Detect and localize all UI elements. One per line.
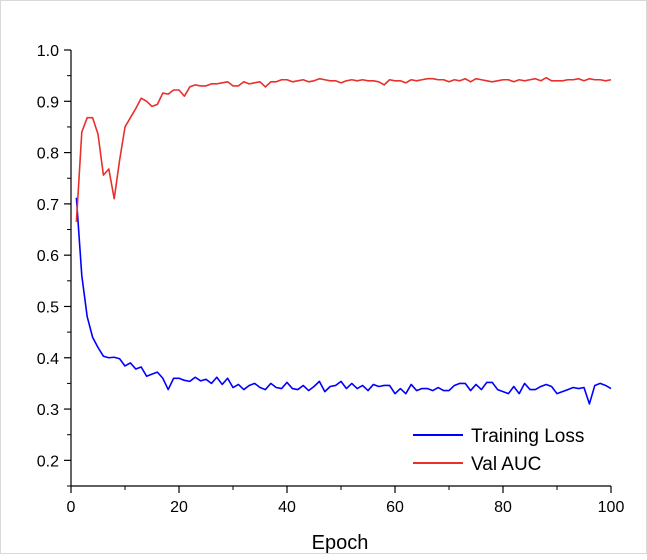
x-axis-title: Epoch bbox=[312, 532, 369, 554]
legend: Training Loss Val AUC bbox=[413, 426, 584, 475]
y-tick-label: 0.4 bbox=[37, 351, 59, 368]
y-tick-label: 0.9 bbox=[37, 94, 59, 111]
y-tick-label: 0.5 bbox=[37, 299, 59, 316]
ticks-layer: 0.2 0.3 0.4 0.5 0.6 0.7 0.8 0.9 1.0 0 20 40 60 80 100 bbox=[37, 43, 625, 516]
series-line-val-auc bbox=[75, 76, 612, 222]
y-tick-label: 0.8 bbox=[37, 146, 59, 163]
legend-label-training-loss: Training Loss bbox=[471, 426, 584, 447]
x-tick-label: 40 bbox=[278, 499, 296, 516]
x-tick-label: 100 bbox=[598, 499, 625, 516]
y-tick-label: 1.0 bbox=[37, 43, 59, 60]
y-tick-label: 0.6 bbox=[37, 248, 59, 265]
series-line-training-loss bbox=[75, 197, 612, 405]
axes-layer bbox=[70, 50, 611, 487]
x-tick-label: 80 bbox=[494, 499, 512, 516]
x-tick-label: 60 bbox=[386, 499, 404, 516]
y-tick-label: 0.2 bbox=[37, 453, 59, 470]
series-layer bbox=[75, 76, 612, 405]
y-tick-label: 0.3 bbox=[37, 402, 59, 419]
x-tick-label: 0 bbox=[67, 499, 76, 516]
legend-label-val-auc: Val AUC bbox=[471, 454, 541, 475]
y-tick-label: 0.7 bbox=[37, 197, 59, 214]
x-tick-label: 20 bbox=[170, 499, 188, 516]
